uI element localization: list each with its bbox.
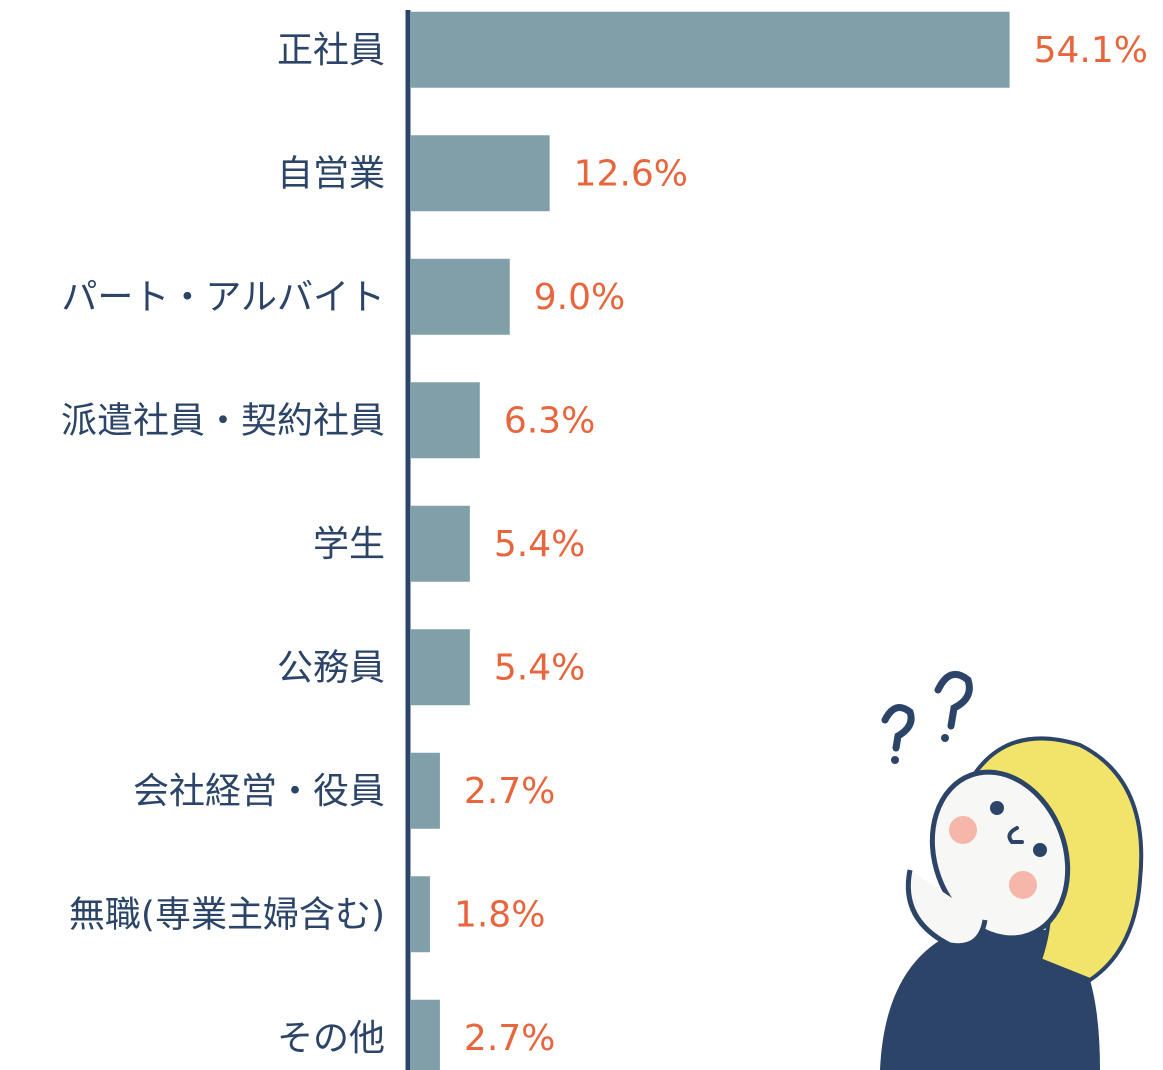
value-label: 12.6% bbox=[574, 153, 688, 194]
bar bbox=[410, 752, 440, 829]
illustration bbox=[880, 670, 1144, 1070]
category-label: 公務員 bbox=[277, 647, 385, 688]
bar bbox=[410, 629, 470, 706]
bar bbox=[410, 876, 430, 953]
value-label: 6.3% bbox=[504, 400, 595, 441]
bar bbox=[410, 11, 1010, 88]
category-label: 会社経営・役員 bbox=[133, 771, 385, 812]
bar bbox=[410, 382, 480, 459]
value-label: 5.4% bbox=[494, 647, 585, 688]
category-label: 学生 bbox=[313, 524, 385, 565]
value-label: 1.8% bbox=[454, 894, 545, 935]
value-label: 2.7% bbox=[464, 1018, 555, 1059]
bar bbox=[410, 258, 510, 335]
bar bbox=[410, 505, 470, 582]
category-label: パート・アルバイト bbox=[61, 277, 385, 318]
category-label: 無職(専業主婦含む) bbox=[69, 894, 385, 935]
bar bbox=[410, 999, 440, 1070]
bar bbox=[410, 135, 550, 212]
category-label: 正社員 bbox=[277, 30, 385, 71]
value-label: 54.1% bbox=[1034, 30, 1148, 71]
category-label: 派遣社員・契約社員 bbox=[61, 400, 385, 441]
value-label: 9.0% bbox=[534, 277, 625, 318]
value-label: 2.7% bbox=[464, 771, 555, 812]
category-label: 自営業 bbox=[277, 153, 385, 194]
value-label: 5.4% bbox=[494, 524, 585, 565]
category-label: その他 bbox=[277, 1018, 385, 1059]
